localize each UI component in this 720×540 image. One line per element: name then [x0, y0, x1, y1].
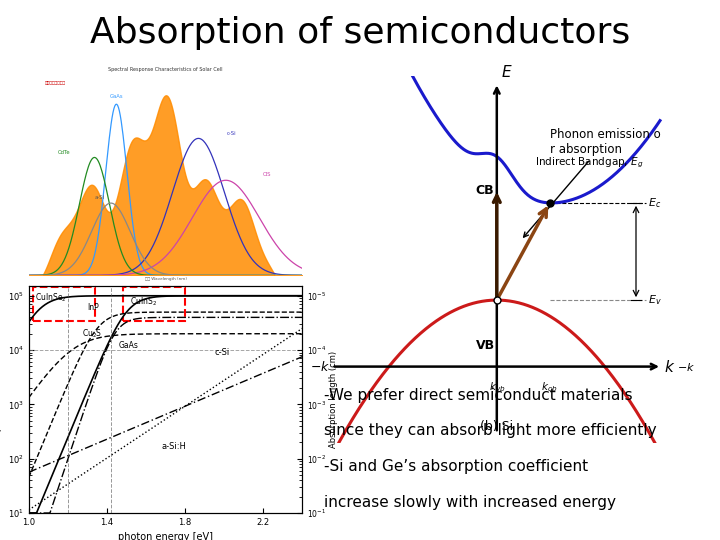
Text: since they can absorb light more efficiently: since they can absorb light more efficie… — [324, 423, 657, 437]
Text: c-Si: c-Si — [215, 348, 230, 357]
Text: CuInSe$_2$: CuInSe$_2$ — [35, 292, 66, 304]
Text: 太陽光スペクトル: 太陽光スペクトル — [45, 82, 66, 86]
Text: 波長 Wavelength (nm): 波長 Wavelength (nm) — [145, 278, 186, 281]
Text: $E_c$: $E_c$ — [647, 196, 661, 210]
Text: Cu$_2$S: Cu$_2$S — [81, 327, 102, 340]
Text: a-Si:H: a-Si:H — [162, 442, 186, 451]
Text: CuInS$_2$: CuInS$_2$ — [130, 295, 158, 308]
Text: (b) Si: (b) Si — [480, 420, 513, 433]
X-axis label: photon energy [eV]: photon energy [eV] — [118, 532, 213, 540]
Text: a-Si: a-Si — [95, 195, 105, 200]
Text: $k_{cb}$: $k_{cb}$ — [541, 381, 558, 394]
Text: $-k$: $-k$ — [310, 360, 330, 374]
Text: InP: InP — [87, 303, 99, 312]
Text: Spectral Response Characteristics of Solar Cell: Spectral Response Characteristics of Sol… — [108, 66, 223, 72]
Text: $E$: $E$ — [500, 64, 512, 80]
Text: CIS: CIS — [263, 172, 271, 178]
Y-axis label: Absorption constant cm$^{-1}$: Absorption constant cm$^{-1}$ — [0, 345, 5, 455]
Text: $E_v$: $E_v$ — [647, 293, 661, 307]
Text: increase slowly with increased energy: increase slowly with increased energy — [324, 495, 616, 510]
Text: VB: VB — [476, 339, 495, 352]
Text: Indirect Bandgap, $E_g$: Indirect Bandgap, $E_g$ — [535, 156, 644, 170]
Bar — [122, 287, 185, 321]
Text: -Si and Ge’s absorption coefficient: -Si and Ge’s absorption coefficient — [324, 459, 588, 474]
Text: CdTe: CdTe — [58, 150, 71, 154]
Bar — [32, 287, 95, 321]
Text: $k$: $k$ — [664, 359, 675, 375]
Y-axis label: Absorption length (cm): Absorption length (cm) — [329, 351, 338, 448]
Text: $k_{vb}$: $k_{vb}$ — [489, 381, 505, 394]
Text: Phonon emission o
r absorption: Phonon emission o r absorption — [523, 129, 660, 237]
Text: GaAs: GaAs — [109, 94, 123, 99]
Text: GaAs: GaAs — [119, 341, 138, 350]
Text: c-Si: c-Si — [227, 131, 236, 136]
Text: CB: CB — [476, 184, 495, 197]
Text: Absorption of semiconductors: Absorption of semiconductors — [90, 16, 630, 50]
Text: $-k$: $-k$ — [678, 361, 696, 373]
Text: -We prefer direct semiconduct materials: -We prefer direct semiconduct materials — [324, 388, 633, 403]
